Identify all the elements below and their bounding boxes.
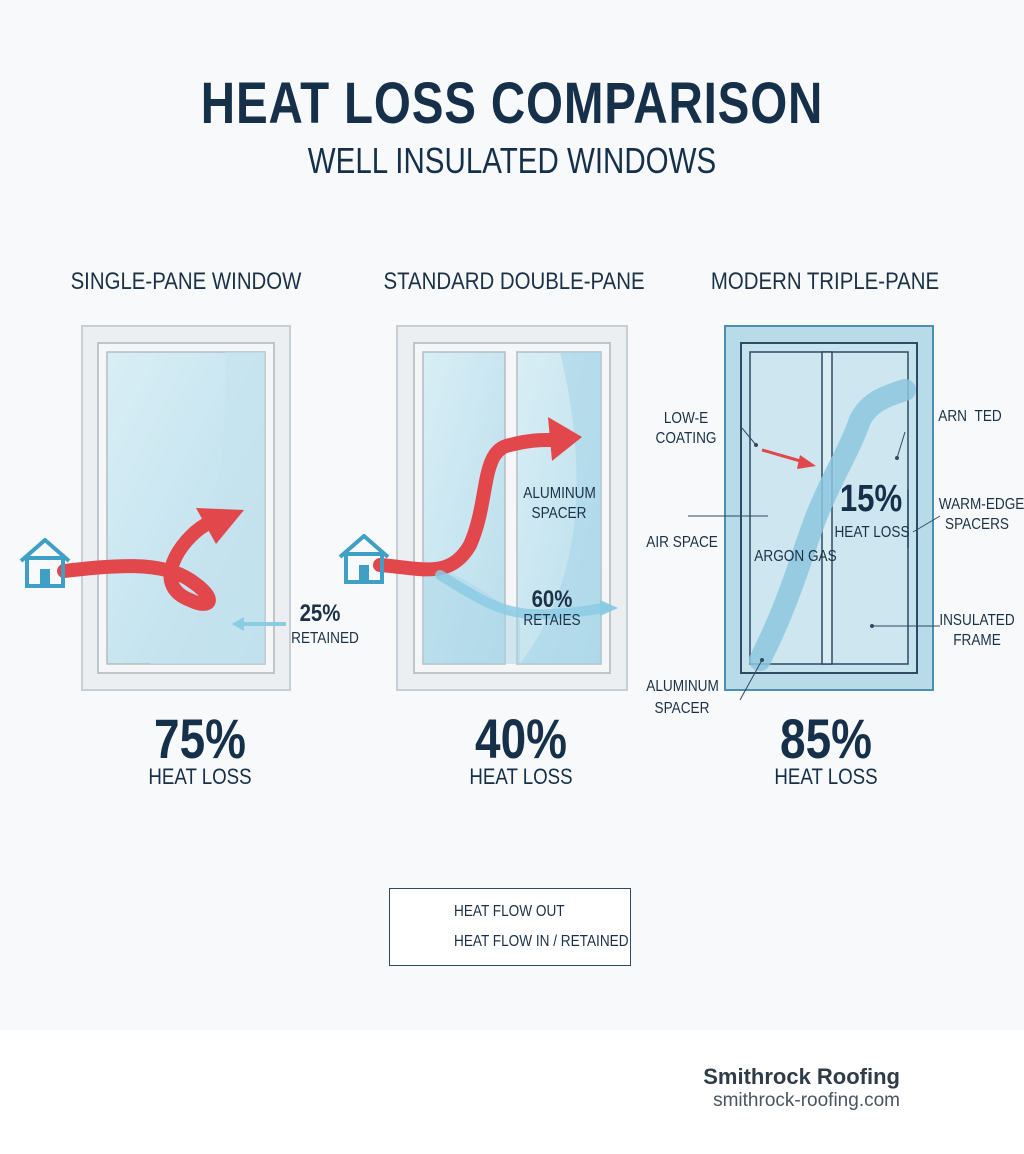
- legend-heat-out-label: HEAT FLOW OUT: [454, 903, 565, 920]
- low-e-callout-2: COATING: [655, 430, 717, 447]
- warm-edge-callout-2: SPACERS: [945, 516, 1009, 533]
- single-pane-window: [81, 325, 291, 691]
- house-icon: [338, 534, 390, 584]
- legend: HEAT FLOW OUT HEAT FLOW IN / RETAINED: [389, 888, 631, 966]
- argon-gas-callout: ARGON GAS: [754, 548, 837, 565]
- double-pane-title: STANDARD DOUBLE-PANE: [383, 268, 645, 295]
- triple-heat-loss-value: 85%: [780, 707, 872, 770]
- low-e-callout: LOW-E: [663, 410, 709, 427]
- warm-edge-callout: WARM-EDGE: [938, 496, 1024, 513]
- brand-url: smithrock-roofing.com: [713, 1090, 900, 1111]
- aluminum-callout: ALUMINUM: [646, 678, 719, 695]
- double-retained-value: 60%: [531, 586, 573, 613]
- aluminum-spacer-label-2: SPACER: [531, 505, 587, 522]
- heat-flow-out-arrow: [761, 448, 816, 469]
- double-heat-loss-value: 40%: [475, 707, 567, 770]
- heat-flow-out-arrow: [373, 417, 582, 577]
- triple-inner-label: HEAT LOSS: [834, 524, 910, 541]
- triple-pane-window: [724, 325, 934, 691]
- single-heat-loss-value: 75%: [154, 707, 246, 770]
- triple-pane-title: MODERN TRIPLE-PANE: [710, 268, 940, 295]
- single-retained-value: 25%: [299, 600, 341, 627]
- page-title: HEAT LOSS COMPARISON: [200, 71, 824, 136]
- callout-lines: [688, 427, 941, 701]
- heat-retained-arrow: [435, 570, 618, 620]
- argon-treated-callout: ARN TED: [938, 408, 1002, 425]
- heat-flow-out-arrow: [57, 508, 244, 611]
- house-icon: [19, 538, 71, 588]
- insulated-frame-callout: INSULATED: [939, 612, 1015, 629]
- aluminum-spacer-label: ALUMINUM: [523, 485, 596, 502]
- heat-retained-arrow: [232, 617, 286, 631]
- double-heat-loss-label: HEAT LOSS: [469, 764, 573, 789]
- single-heat-loss-label: HEAT LOSS: [148, 764, 252, 789]
- triple-inner-value: 15%: [839, 478, 903, 520]
- insulated-frame-callout-2: FRAME: [953, 632, 1001, 649]
- triple-heat-loss-label: HEAT LOSS: [774, 764, 878, 789]
- legend-heat-in-label: HEAT FLOW IN / RETAINED: [454, 933, 629, 950]
- single-retained-label: RETAINED: [291, 630, 359, 647]
- air-space-callout: AIR SPACE: [646, 534, 718, 551]
- double-retained-label: RETAIES: [523, 612, 581, 629]
- single-pane-title: SINGLE-PANE WINDOW: [70, 268, 302, 295]
- aluminum-callout-2: SPACER: [654, 700, 710, 717]
- double-pane-window: [396, 325, 628, 691]
- page-subtitle: WELL INSULATED WINDOWS: [307, 140, 717, 181]
- footer: [0, 1030, 1024, 1154]
- brand-name: Smithrock Roofing: [703, 1064, 900, 1089]
